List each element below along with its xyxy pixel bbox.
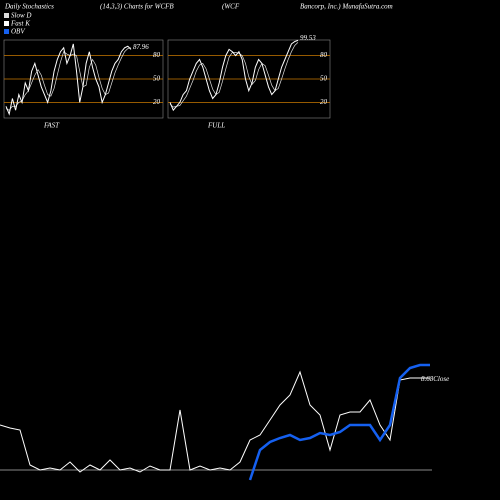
close-value: 8.68 (421, 375, 434, 383)
y-tick-label: 80 (320, 51, 328, 59)
header-text: Daily Stochastics (4, 3, 54, 11)
header-text: (14,3,3) Charts for WCFB (100, 3, 174, 11)
y-tick-label: 50 (320, 75, 328, 83)
line (169, 39, 299, 112)
line (5, 43, 132, 116)
last-value: 99.53 (300, 34, 316, 42)
line (0, 370, 430, 473)
legend-label: Fast K (10, 20, 30, 28)
line (5, 47, 132, 111)
legend-swatch (4, 21, 9, 26)
close-name: Close (433, 375, 449, 383)
last-value: 87.96 (133, 43, 149, 51)
header-text: (WCF (222, 3, 240, 11)
y-tick-label: 80 (153, 51, 161, 59)
line (248, 363, 430, 481)
panel-title: FULL (207, 122, 225, 130)
line (169, 42, 299, 108)
header-text: Bancorp, Inc.) MunafaSutra.com (300, 3, 393, 11)
close-label: 8.68Close (421, 375, 449, 383)
y-tick-label: 20 (153, 98, 161, 106)
y-tick-label: 20 (320, 98, 328, 106)
legend-label: Slow D (11, 12, 31, 20)
panel-title: FAST (43, 122, 60, 130)
legend-label: OBV (11, 28, 25, 36)
y-tick-label: 50 (153, 75, 161, 83)
legend-swatch (4, 29, 9, 34)
legend-swatch (4, 13, 9, 18)
